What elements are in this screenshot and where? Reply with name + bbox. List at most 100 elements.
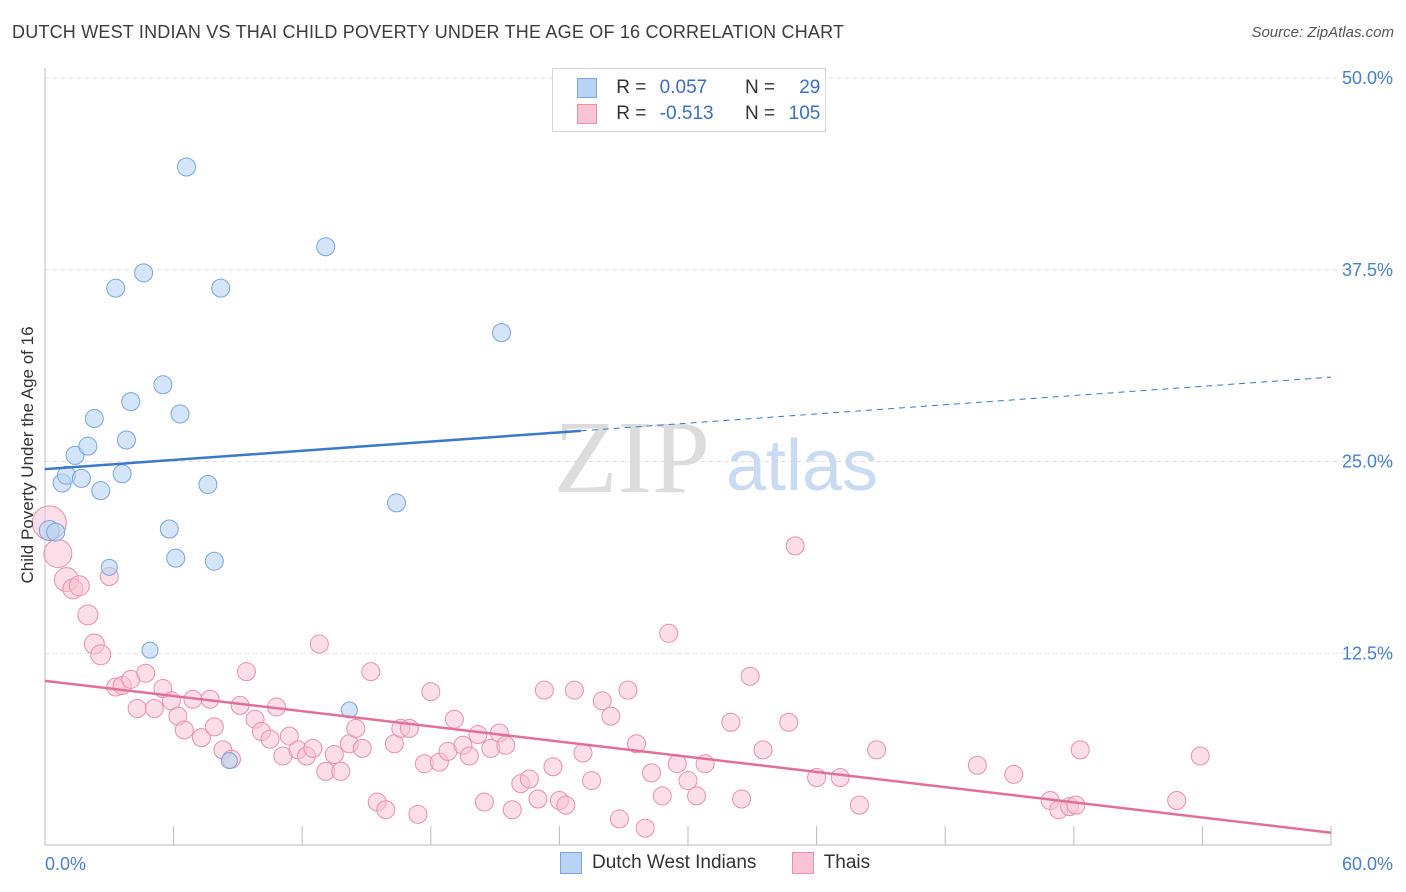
thais-point [303, 738, 323, 758]
thais-point [324, 744, 344, 764]
dutch-west-indians-point [387, 493, 407, 513]
dutch-west-indians-point [100, 558, 118, 576]
thais-point [849, 795, 869, 815]
chart-title: DUTCH WEST INDIAN VS THAI CHILD POVERTY … [12, 22, 845, 42]
thais-point [687, 786, 707, 806]
series-legend: Dutch West Indians Thais [560, 852, 900, 874]
legend-n-label: N = [744, 77, 776, 98]
thais-point [191, 728, 211, 748]
dutch-west-indians-point [84, 409, 104, 429]
dutch-west-indians-point [134, 263, 154, 283]
thais-point [609, 809, 629, 829]
y-tick-label: 50.0% [1342, 68, 1393, 88]
thais-point [331, 761, 351, 781]
thais-point [174, 720, 194, 740]
thais-trend-line [44, 679, 1332, 834]
thais-point [474, 792, 494, 812]
x-tick-label: 60.0% [1342, 854, 1393, 874]
thais-point [1004, 764, 1024, 784]
legend-label: Thais [823, 852, 871, 874]
thais-point [43, 539, 73, 569]
dutch-west-indians-point [492, 323, 512, 343]
thais-point [468, 725, 488, 745]
thais-point [421, 682, 441, 702]
source-label: Source: ZipAtlas.com [1251, 24, 1394, 41]
thais-point [90, 644, 112, 666]
dutch-west-indians-point [204, 551, 224, 571]
dutch-west-indians-point [211, 278, 231, 298]
thais-point [459, 746, 479, 766]
legend-r-label: R = [616, 103, 647, 124]
thais-point [732, 789, 752, 809]
thais-point [678, 771, 698, 791]
thais-point [601, 706, 621, 726]
series-dutch-west-indians-points [38, 157, 512, 770]
thais-point [496, 735, 516, 755]
thais-point [136, 663, 156, 683]
thais-point [830, 768, 850, 788]
thais-point [144, 698, 164, 718]
legend-item-thais[interactable]: Thais [791, 852, 871, 874]
thais-point [642, 763, 662, 783]
thais-point [346, 718, 366, 738]
y-tick-label: 37.5% [1342, 260, 1393, 280]
y-tick-label: 12.5% [1342, 643, 1393, 663]
gridlines [45, 77, 1392, 654]
thais-point [573, 743, 593, 763]
dutch-west-indians-trend-extension [580, 376, 1332, 432]
thais-point [582, 771, 602, 791]
legend-n-value: 105 [788, 103, 821, 124]
thais-point [204, 717, 224, 737]
thais-point [519, 769, 539, 789]
watermark-atlas: atlas [726, 426, 878, 506]
thais-point [361, 662, 381, 682]
thais-point [592, 691, 612, 711]
legend-r-value: -0.513 [659, 103, 714, 124]
thais-point [528, 789, 548, 809]
watermark-zip: ZIP [554, 400, 710, 515]
thais-point [785, 536, 805, 556]
thais-point [721, 712, 741, 732]
legend-item-dutch-west-indians[interactable]: Dutch West Indians [560, 852, 756, 874]
dutch-west-indians-trend-line [44, 429, 581, 471]
thais-point [618, 680, 638, 700]
thais-point [352, 738, 372, 758]
thais-point [1167, 791, 1187, 811]
thais-point [236, 662, 256, 682]
dutch-west-indians-point [112, 464, 132, 484]
thais-point [279, 726, 299, 746]
legend-r-label: R = [616, 77, 647, 98]
thais-point [68, 575, 90, 597]
dutch-west-indians-point [166, 548, 186, 568]
dutch-west-indians-point [78, 436, 98, 456]
thais-point [502, 800, 522, 820]
thais-point [659, 623, 679, 643]
dutch-west-indians-point [316, 237, 336, 257]
axes [44, 68, 1332, 846]
legend-row-thais: R = -0.513 N = 105 [577, 103, 820, 127]
thais-point [740, 666, 760, 686]
dutch-west-indians-point [159, 519, 179, 539]
dutch-west-indians-point [198, 475, 218, 495]
tick-labels: 12.5% 25.0% 37.5% 50.0% 0.0% 60.0% [45, 68, 1393, 874]
thais-point [309, 634, 329, 654]
dutch-west-indians-point [121, 392, 141, 412]
thais-point [1070, 740, 1090, 760]
thais-point [652, 786, 672, 806]
blue-swatch [560, 852, 582, 874]
dutch-west-indians-point [176, 157, 196, 177]
x-tick-label: 0.0% [45, 854, 86, 874]
thais-point [376, 800, 396, 820]
thais-point [967, 755, 987, 775]
thais-point [635, 818, 655, 838]
thais-point [543, 757, 563, 777]
legend-n-label: N = [744, 103, 776, 124]
y-axis-label: Child Poverty Under the Age of 16 [18, 326, 37, 584]
dutch-west-indians-point [71, 468, 91, 488]
dutch-west-indians-point [170, 404, 190, 424]
thais-point [753, 740, 773, 760]
thais-point [556, 795, 576, 815]
thais-point [534, 680, 554, 700]
thais-point [779, 712, 799, 732]
